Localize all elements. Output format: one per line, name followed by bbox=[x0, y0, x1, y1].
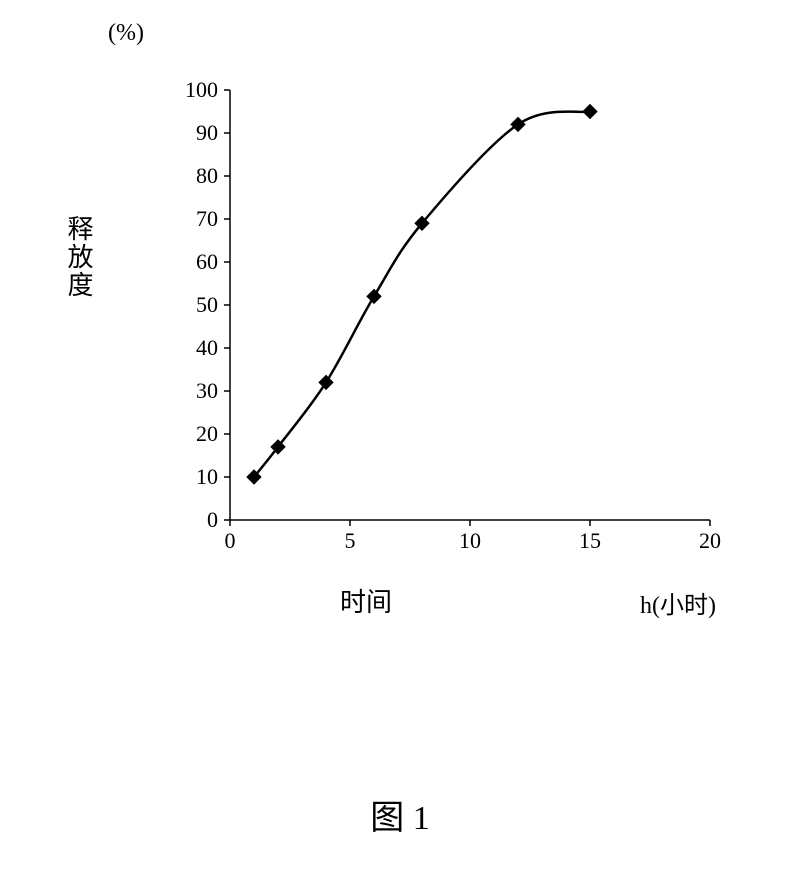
data-marker bbox=[367, 289, 381, 303]
y-tick-label: 60 bbox=[196, 249, 218, 274]
y-tick-label: 90 bbox=[196, 120, 218, 145]
page: 0 5 10 15 20 0 10 20 30 40 50 60 70 80 90 100 (%) 释放度 时… bbox=[0, 0, 800, 879]
x-axis-unit: h(小时) bbox=[640, 585, 716, 620]
y-tick-label: 100 bbox=[185, 77, 218, 102]
data-line bbox=[254, 112, 590, 478]
y-axis-unit: (%) bbox=[108, 20, 144, 47]
y-tick-label: 40 bbox=[196, 335, 218, 360]
y-tick-label: 80 bbox=[196, 163, 218, 188]
y-axis-label: 释放度 bbox=[60, 215, 97, 299]
x-tick-label: 0 bbox=[225, 528, 236, 553]
x-tick-label: 5 bbox=[345, 528, 356, 553]
y-tick-label: 20 bbox=[196, 421, 218, 446]
y-tick-label: 70 bbox=[196, 206, 218, 231]
data-marker bbox=[319, 375, 333, 389]
y-tick-label: 0 bbox=[207, 507, 218, 532]
data-marker bbox=[583, 105, 597, 119]
x-tick-label: 15 bbox=[579, 528, 601, 553]
y-tick-label: 50 bbox=[196, 292, 218, 317]
chart-container: 0 5 10 15 20 0 10 20 30 40 50 60 70 80 90 100 bbox=[60, 30, 760, 670]
figure-caption: 图 1 bbox=[0, 790, 800, 839]
x-axis-label: 时间 bbox=[340, 582, 392, 619]
y-tick-label: 30 bbox=[196, 378, 218, 403]
y-tick-label: 10 bbox=[196, 464, 218, 489]
x-tick-label: 20 bbox=[699, 528, 721, 553]
chart-svg: 0 5 10 15 20 0 10 20 30 40 50 60 70 80 90 100 bbox=[60, 30, 760, 670]
x-tick-label: 10 bbox=[459, 528, 481, 553]
